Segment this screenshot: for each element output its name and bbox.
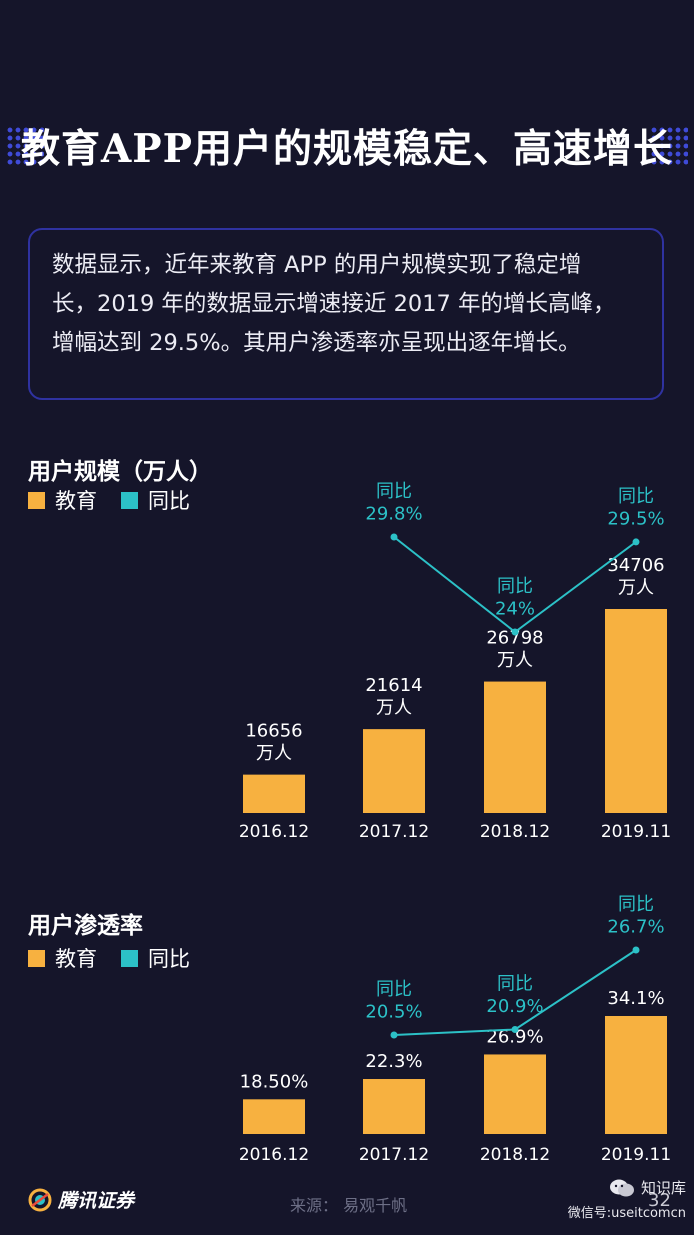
legend-label-edu: 教育 [55,489,97,513]
x-tick-label: 2019.11 [601,822,671,842]
legend-swatch-edu [28,491,45,509]
legend-swatch-edu [28,949,45,967]
yoy-point [632,538,640,546]
legend-item-edu: 教育 [28,943,97,973]
bar-value-label: 26798 万人 [486,628,543,672]
x-tick-label: 2018.12 [480,1145,550,1165]
bar-2016.12 [243,774,305,813]
watermark: 知识库 微信号:useitcomcn [568,1177,686,1221]
watermark-sub: 微信号:useitcomcn [567,1206,686,1221]
yoy-point [632,946,640,954]
chart-1-title: 用户规模（万人） [28,459,212,485]
x-tick-label: 2017.12 [359,1145,429,1165]
chart-2-legend: 教育 同比 [28,943,204,973]
bar-value-label: 26.9% [486,1026,543,1047]
bar-value-label: 16656 万人 [245,721,302,765]
summary-box: 数据显示，近年来教育 APP 的用户规模实现了稳定增 长，2019 年的数据显示… [28,228,664,400]
watermark-name: 知识库 [640,1179,686,1197]
x-tick-label: 2016.12 [239,822,309,842]
bar-2019.11 [605,1016,667,1134]
bar-2019.11 [605,609,667,813]
page-number: 32 [648,1190,671,1211]
legend-item-edu: 教育 [28,485,97,515]
legend-label-yoy: 同比 [148,947,190,971]
bar-2017.12 [363,729,425,813]
yoy-label: 同比 20.9% [486,974,543,1018]
yoy-point [390,533,398,541]
decorative-dots-right [650,126,688,166]
yoy-label: 同比 29.8% [365,481,422,525]
legend-item-yoy: 同比 [121,943,190,973]
chart-2-title: 用户渗透率 [28,913,143,939]
bar-value-label: 18.50% [240,1071,309,1092]
page-title: 教育APP用户的规模稳定、高速增长 [21,126,673,172]
yoy-label: 同比 20.5% [365,979,422,1023]
chart-1-legend: 教育 同比 [28,485,204,515]
legend-label-edu: 教育 [55,947,97,971]
user-scale-chart: 16656 万人 2016.12 21614 万人 2017.12 26798 万人 2018.… [239,481,671,842]
yoy-point [511,1026,519,1034]
yoy-label: 同比 26.7% [607,894,664,938]
x-tick-label: 2016.12 [239,1145,309,1165]
bar-value-label: 21614 万人 [365,675,422,719]
brand-logo: 腾讯证券 [28,1186,134,1213]
bar-2017.12 [363,1079,425,1134]
tencent-securities-logo-icon [28,1188,52,1211]
bar-value-label: 22.3% [365,1051,422,1072]
penetration-rate-chart: 18.50% 2016.12 22.3% 2017.12 26.9% 2018.12 34.… [239,894,671,1165]
summary-line: 长，2019 年的数据显示增速接近 2017 年的增长高峰， [52,291,616,317]
x-tick-label: 2017.12 [359,822,429,842]
legend-swatch-yoy [121,491,138,509]
wechat-icon [609,1179,634,1196]
legend-swatch-yoy [121,949,138,967]
bar-value-label: 34706 万人 [607,555,664,599]
source-note: 来源： 易观千帆 [290,1196,408,1215]
brand-logo-text: 腾讯证券 [58,1190,135,1212]
bar-2016.12 [243,1099,305,1134]
yoy-label: 同比 24% [495,576,535,620]
summary-line: 数据显示，近年来教育 APP 的用户规模实现了稳定增 [52,252,582,278]
decorative-dots-left [6,126,44,166]
yoy-point [390,1031,398,1039]
x-tick-label: 2019.11 [601,1145,671,1165]
x-tick-label: 2018.12 [480,822,550,842]
yoy-label: 同比 29.5% [607,486,664,530]
yoy-point [511,628,519,636]
summary-line: 增幅达到 29.5%。其用户渗透率亦呈现出逐年增长。 [52,330,581,356]
bar-2018.12 [484,681,546,813]
bar-value-label: 34.1% [607,988,664,1009]
legend-label-yoy: 同比 [148,489,190,513]
bar-2018.12 [484,1054,546,1134]
legend-item-yoy: 同比 [121,485,190,515]
